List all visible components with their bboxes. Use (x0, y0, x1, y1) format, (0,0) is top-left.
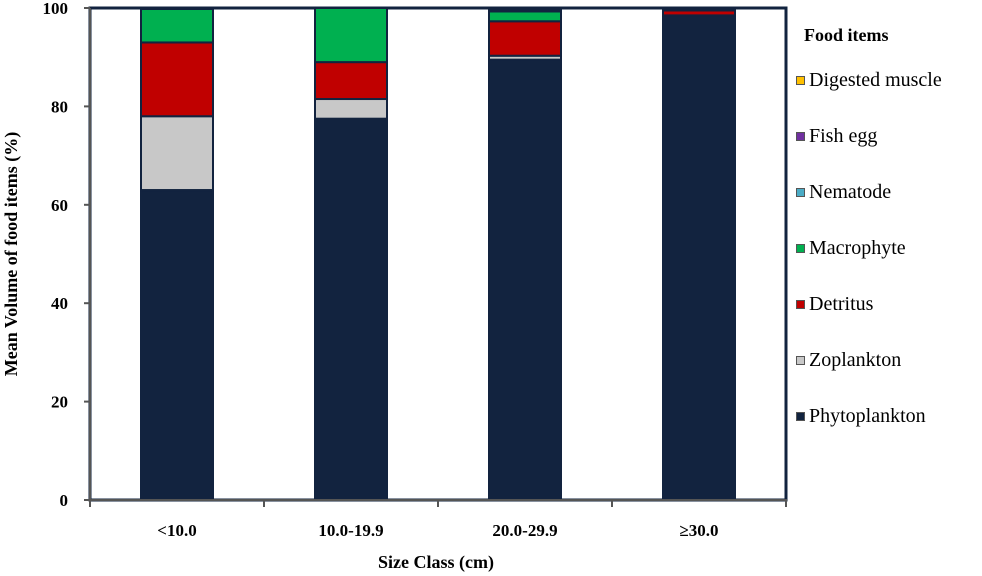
bar-segment-phytoplankton-3 (488, 58, 562, 501)
y-tick-label: 80 (51, 97, 68, 116)
legend-swatch (796, 411, 805, 421)
bar-segment-phytoplankton-2 (314, 117, 388, 501)
bar-segment-macrophyte-1 (140, 7, 214, 44)
legend-item: Fish egg (796, 108, 982, 164)
x-tick-label: ≥30.0 (679, 521, 718, 540)
legend-swatch (796, 187, 805, 197)
legend-label: Nematode (809, 180, 892, 203)
y-tick-label: 40 (51, 294, 68, 313)
x-axis-title: Size Class (cm) (378, 552, 494, 573)
legend-label: Phytoplankton (809, 404, 926, 427)
legend-label: Fish egg (809, 124, 878, 147)
bar-segment-phytoplankton-4 (662, 14, 736, 501)
y-tick-label: 0 (60, 491, 69, 510)
legend-label: Digested muscle (809, 68, 942, 91)
y-axis-title: Mean Volume of food items (%) (1, 132, 22, 376)
x-tick-label: 20.0-29.9 (492, 521, 557, 540)
bars-layer (140, 7, 736, 501)
legend-item: Phytoplankton (796, 388, 982, 444)
legend-swatch (796, 131, 805, 141)
legend-swatch (796, 243, 805, 253)
y-tick-label: 100 (43, 0, 69, 18)
legend-swatch (796, 299, 805, 309)
bar-segment-zoplankton-2 (314, 98, 388, 120)
legend-swatch (796, 355, 805, 365)
legend-item: Nematode (796, 164, 982, 220)
bar-segment-digested-muscle-3 (488, 7, 562, 11)
legend-title: Food items (804, 25, 889, 45)
bar-segment-detritus-1 (140, 41, 214, 118)
y-tick-label: 20 (51, 393, 68, 412)
legend-label: Detritus (809, 292, 874, 315)
bar-segment-fish-egg-4 (662, 7, 736, 11)
legend-item: Zoplankton (796, 332, 982, 388)
bar-segment-macrophyte-2 (314, 7, 388, 64)
x-tick-label: <10.0 (157, 521, 196, 540)
legend-swatch (796, 75, 805, 85)
axes-layer: 0 20 40 60 80 100 <10.0 10.0-19.9 20.0-29.9 ≥30.0 (43, 0, 787, 540)
x-tick-label: 10.0-19.9 (318, 521, 383, 540)
bar-segment-phytoplankton-1 (140, 189, 214, 501)
bar-segment-detritus-2 (314, 61, 388, 101)
legend-label: Macrophyte (809, 236, 906, 259)
legend-item: Detritus (796, 276, 982, 332)
y-tick-label: 60 (51, 196, 68, 215)
bar-segment-zoplankton-1 (140, 115, 214, 192)
legend-label: Zoplankton (809, 348, 902, 371)
legend-item: Macrophyte (796, 220, 982, 276)
legend: Food items Digested muscle Fish egg Nemato… (796, 18, 982, 444)
legend-item: Digested muscle (796, 52, 982, 108)
bar-segment-detritus-3 (488, 20, 562, 57)
bar-segment-digested-muscle-1 (140, 7, 214, 10)
bar-segment-macrophyte-3 (488, 10, 562, 23)
legend-items: Digested muscle Fish egg Nematode Macrophyt… (796, 52, 982, 444)
